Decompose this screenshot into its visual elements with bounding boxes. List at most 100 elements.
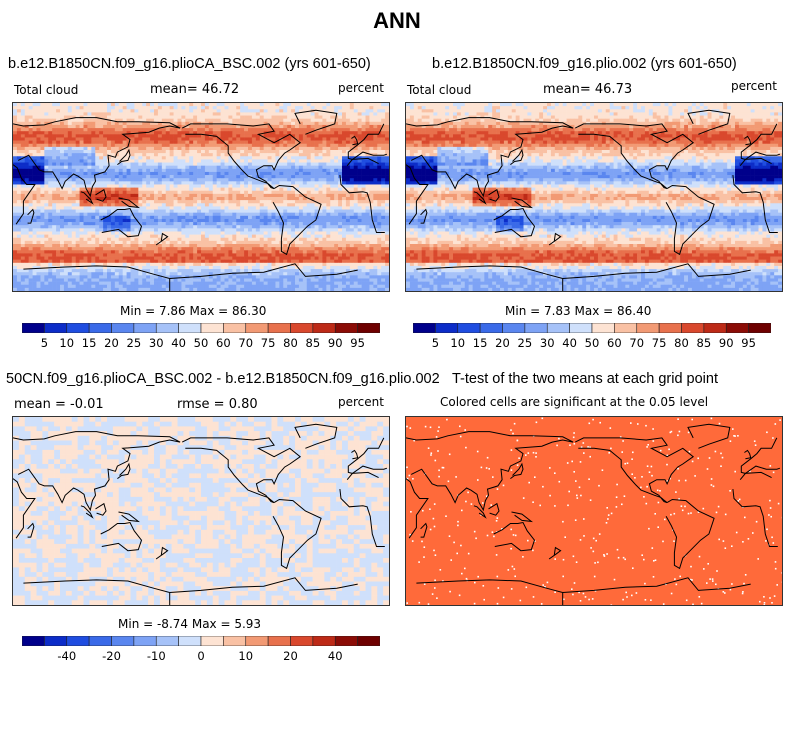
panel3-colorbar-boxes [22, 636, 380, 646]
panel1-colorbar-tick-3: 20 [104, 336, 119, 350]
panel1-colorbar-box-3 [88, 323, 112, 333]
panel2-colorbar-box-3 [479, 323, 503, 333]
panel2-colorbar-tick-2: 15 [472, 336, 488, 350]
panel1-colorbar-boxes [22, 323, 380, 333]
panel1-colorbar-box-4 [111, 323, 135, 333]
panel3-colorbar-box-1 [44, 636, 68, 646]
panel3-colorbar-box-2 [66, 636, 90, 646]
panel2-mean: mean= 46.73 [543, 82, 633, 97]
panel1-coastlines [13, 109, 388, 291]
panel3-colorbar-box-0 [22, 636, 45, 646]
panel2-colorbar-box-4 [502, 323, 526, 333]
panel2-colorbar-tick-4: 25 [517, 336, 533, 350]
panel2-colorbar-boxes [413, 323, 771, 333]
panel4-coastlines [406, 423, 781, 605]
panel3-colorbar-tick-3: 0 [197, 649, 205, 663]
panel3-coastlines [13, 423, 388, 605]
panel1-mean: mean= 46.72 [150, 82, 240, 97]
panel3-colorbar-box-11 [267, 636, 291, 646]
panel3-colorbar-tick-4: 10 [238, 649, 254, 663]
panel2-colorbar-box-10 [636, 323, 660, 333]
panel4-title: T-test of the two means at each grid poi… [452, 371, 718, 387]
panel1-colorbar-tick-2: 15 [81, 336, 97, 350]
panel1-colorbar-box-0 [22, 323, 45, 333]
panel2-colorbar-box-9 [614, 323, 638, 333]
panel1-colorbar-box-6 [155, 323, 179, 333]
panel1-minmax: Min = 7.86 Max = 86.30 [120, 304, 267, 318]
panel3-rmse: rmse = 0.80 [177, 397, 258, 412]
panel3-colorbar: -40 -20 -10 0 10 20 40 [22, 636, 380, 666]
panel1-colorbar-box-11 [267, 323, 291, 333]
panel3-colorbar-box-5 [133, 636, 157, 646]
panel1-units: percent [338, 81, 384, 95]
panel3-colorbar-box-12 [290, 636, 314, 646]
panel1-colorbar-box-15 [357, 323, 380, 333]
panel2-coastlines [406, 109, 781, 291]
panel2-colorbar-tick-9: 70 [629, 336, 645, 350]
panel2-colorbar-box-6 [546, 323, 570, 333]
panel1-colorbar-box-9 [223, 323, 247, 333]
panel2-colorbar-tick-0: 5 [431, 336, 440, 350]
panel2-minmax: Min = 7.83 Max = 86.40 [505, 304, 652, 318]
panel1-colorbar-tick-1: 10 [59, 336, 75, 350]
panel3-title: 50CN.f09_g16.plioCA_BSC.002 - b.e12.B185… [6, 371, 440, 387]
panel2-colorbar-box-5 [524, 323, 548, 333]
panel1-colorbar-box-5 [133, 323, 157, 333]
panel1-colorbar-tick-0: 5 [40, 336, 49, 350]
panel3-colorbar-box-6 [155, 636, 179, 646]
panel3-colorbar-box-8 [200, 636, 224, 646]
panel2-colorbar-tick-6: 40 [562, 336, 577, 350]
panel2-colorbar-tick-10: 75 [651, 336, 667, 350]
panel3-colorbar-box-3 [88, 636, 112, 646]
panel1-colorbar-tick-5: 30 [148, 336, 164, 350]
panel1-colorbar-box-8 [200, 323, 224, 333]
panel3-colorbar-box-15 [357, 636, 380, 646]
panel3-colorbar-box-9 [223, 636, 247, 646]
panel1-colorbar-tick-14: 95 [350, 336, 365, 350]
panel1-colorbar-tick-6: 40 [171, 336, 186, 350]
panel2-colorbar: 5 10 15 20 25 30 40 50 60 70 75 80 85 90 95 [413, 323, 771, 353]
panel3-colorbar-box-7 [178, 636, 202, 646]
panel2-colorbar-box-15 [748, 323, 771, 333]
panel3-colorbar-box-14 [334, 636, 358, 646]
panel1-colorbar-tick-4: 25 [126, 336, 142, 350]
panel1-colorbar-tick-13: 90 [327, 336, 343, 350]
panel2-units: percent [731, 79, 777, 93]
panel3-colorbar-box-10 [245, 636, 269, 646]
panel2-colorbar-tick-1: 10 [450, 336, 466, 350]
panel2-variable-label: Total cloud [407, 83, 472, 97]
panel2-colorbar-tick-8: 60 [607, 336, 622, 350]
panel1-variable-label: Total cloud [14, 83, 79, 97]
panel3-colorbar-tick-6: 40 [327, 649, 343, 663]
panel1-colorbar-box-14 [334, 323, 358, 333]
panel3-mean: mean = -0.01 [14, 397, 104, 412]
panel1-colorbar-tick-8: 60 [216, 336, 231, 350]
panel1-colorbar: 5 10 15 20 25 30 40 50 60 70 75 80 85 90 95 [22, 323, 380, 353]
panel2-colorbar-box-0 [413, 323, 436, 333]
panel3-units: percent [338, 395, 384, 409]
panel1-colorbar-tick-10: 75 [260, 336, 276, 350]
panel3-minmax: Min = -8.74 Max = 5.93 [118, 617, 262, 631]
panel2-colorbar-box-11 [658, 323, 682, 333]
panel2-title: b.e12.B1850CN.f09_g16.plio.002 (yrs 601-… [432, 56, 737, 72]
panel2-colorbar-tick-3: 20 [495, 336, 510, 350]
panel2-colorbar-tick-12: 85 [696, 336, 712, 350]
panel4-map [405, 416, 783, 606]
panel2-colorbar-box-2 [457, 323, 481, 333]
panel3-colorbar-tick-2: -10 [146, 649, 166, 663]
panel2-colorbar-tick-13: 90 [718, 336, 734, 350]
panel1-colorbar-box-1 [44, 323, 68, 333]
panel2-colorbar-box-12 [681, 323, 705, 333]
panel2-colorbar-box-7 [569, 323, 593, 333]
panel1-colorbar-tick-12: 85 [305, 336, 321, 350]
panel2-colorbar-box-8 [591, 323, 615, 333]
panel1-colorbar-box-10 [245, 323, 269, 333]
panel4-subtitle: Colored cells are significant at the 0.0… [440, 395, 709, 409]
panel3-colorbar-tick-1: -20 [102, 649, 121, 663]
panel3-colorbar-tick-0: -40 [57, 649, 77, 663]
panel1-colorbar-box-13 [312, 323, 336, 333]
panel1-colorbar-tick-9: 70 [238, 336, 254, 350]
panel3-colorbar-box-13 [312, 636, 336, 646]
panel2-colorbar-box-1 [435, 323, 459, 333]
panel1-colorbar-box-12 [290, 323, 314, 333]
